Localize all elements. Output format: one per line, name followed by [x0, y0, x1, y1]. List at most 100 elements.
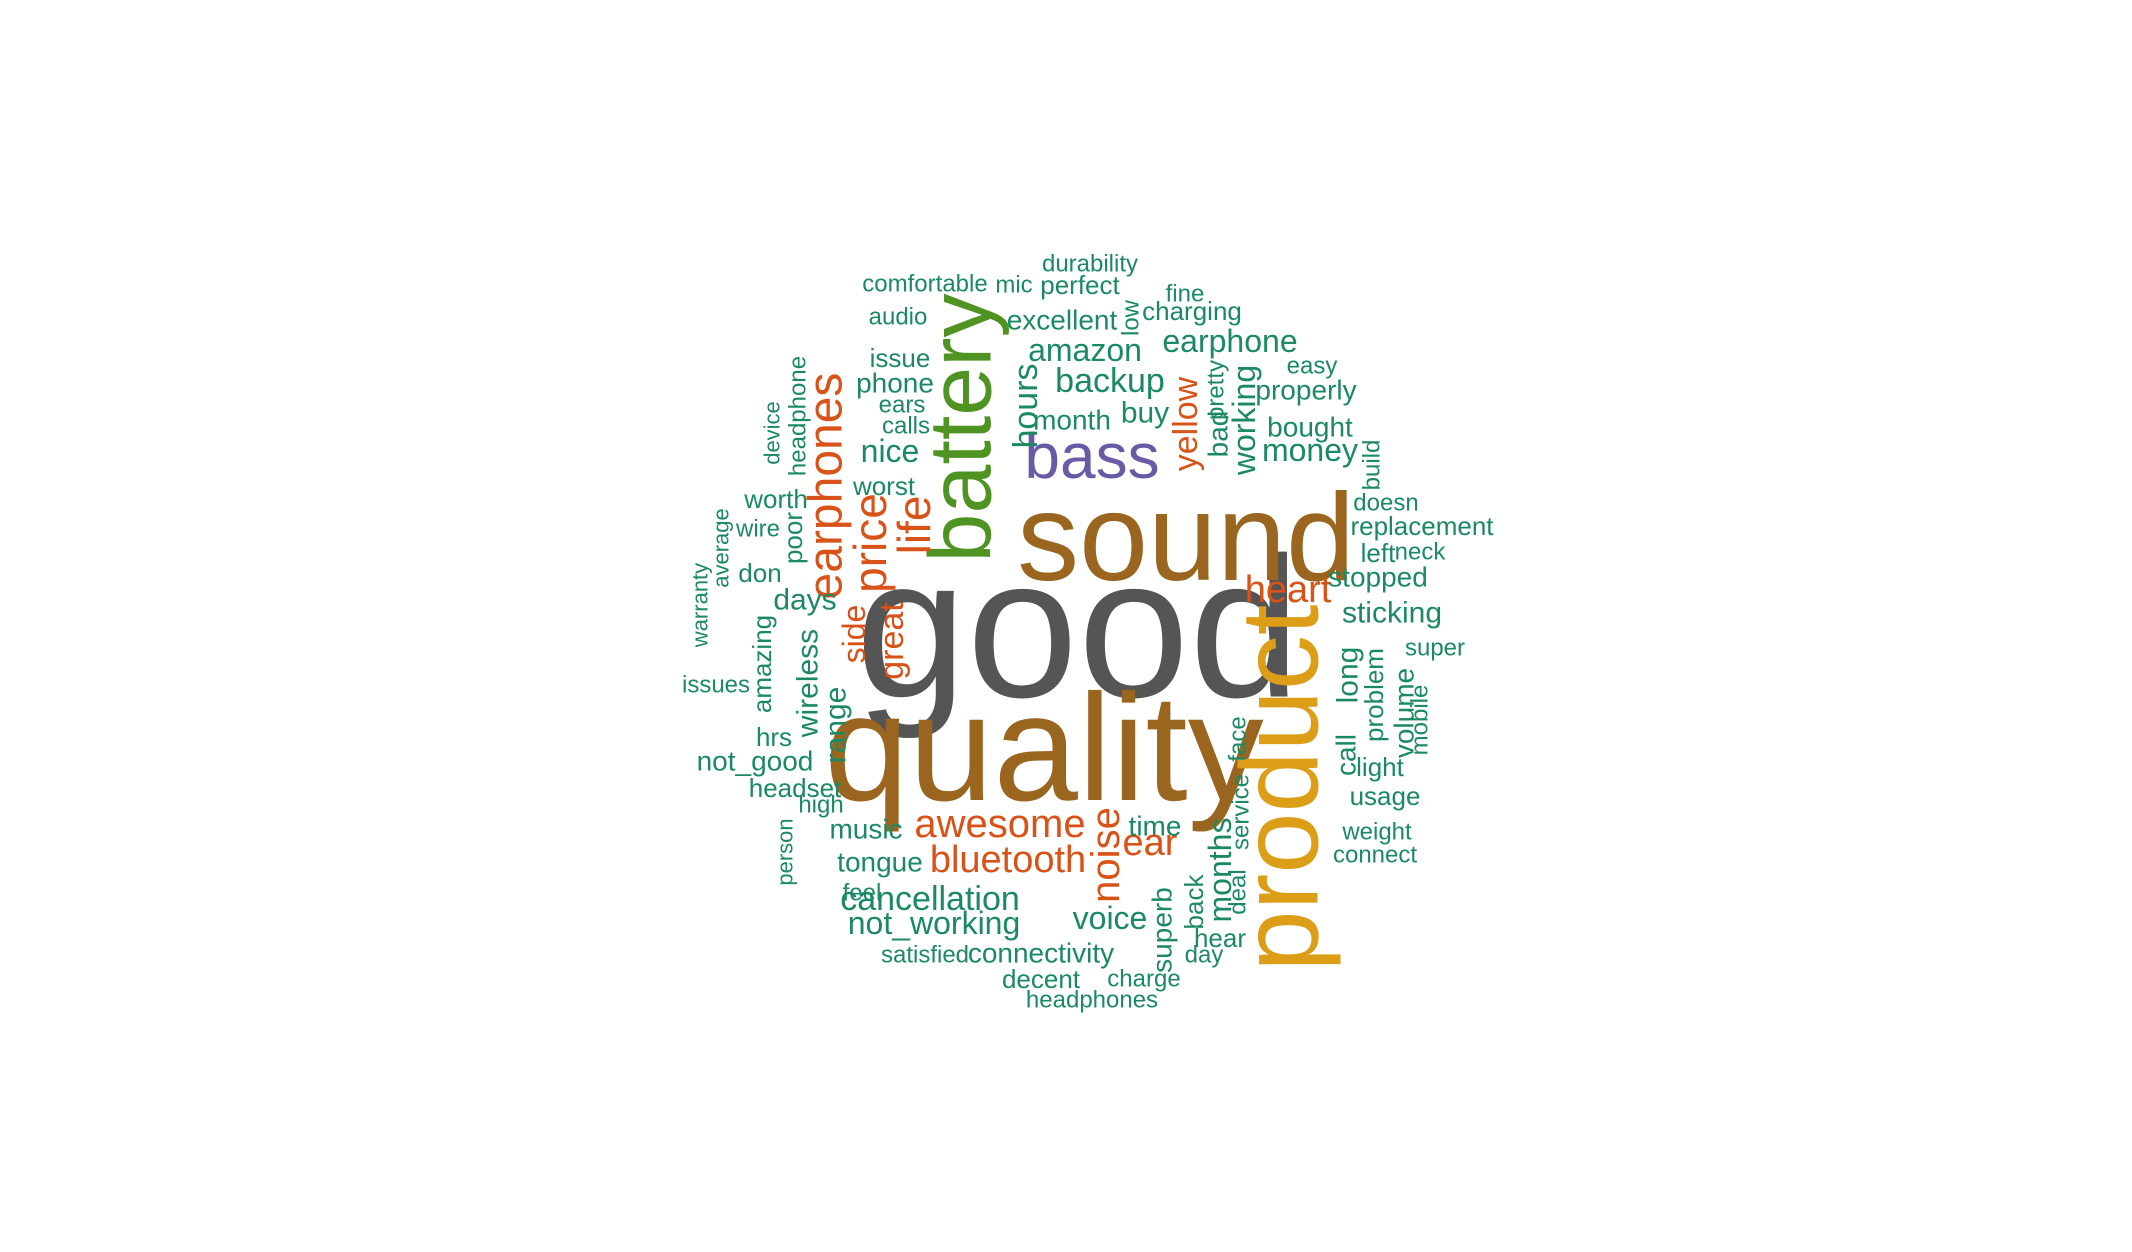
- word-warranty: warranty: [688, 563, 713, 648]
- word-bluetooth: bluetooth: [930, 839, 1086, 881]
- word-fine: fine: [1166, 281, 1205, 308]
- word-charging: charging: [1142, 296, 1242, 326]
- word-high: high: [798, 792, 843, 819]
- word-durability: durability: [1042, 251, 1138, 278]
- word-cancellation: cancellation: [840, 880, 1020, 918]
- word-properly: properly: [1255, 375, 1356, 406]
- word-super: super: [1405, 635, 1465, 662]
- word-calls: calls: [882, 413, 930, 440]
- word-bass: bass: [1024, 420, 1159, 492]
- word-life: life: [888, 496, 940, 555]
- word-perfect: perfect: [1040, 270, 1120, 300]
- word-back: back: [1179, 874, 1209, 930]
- word-phone: phone: [856, 368, 934, 399]
- word-sound: sound: [1017, 469, 1355, 607]
- word-bought: bought: [1267, 412, 1353, 443]
- word-battery: battery: [911, 293, 1010, 562]
- word-excellent: excellent: [1007, 305, 1118, 336]
- word-heart: heart: [1245, 569, 1332, 611]
- word-nice: nice: [861, 433, 920, 469]
- word-average: average: [709, 508, 734, 588]
- word-volume: volume: [1389, 668, 1420, 758]
- word-time: time: [1129, 811, 1182, 842]
- word-days: days: [773, 584, 836, 617]
- word-face: face: [1225, 716, 1252, 761]
- word-superb: superb: [1147, 887, 1178, 973]
- word-device: device: [760, 401, 785, 465]
- word-tongue: tongue: [837, 847, 923, 878]
- word-mic: mic: [995, 272, 1032, 299]
- word-issues: issues: [682, 672, 750, 699]
- word-earphone: earphone: [1162, 323, 1297, 359]
- word-bad: bad: [1203, 411, 1234, 458]
- word-issue: issue: [870, 343, 931, 373]
- word-earphones: earphones: [800, 373, 853, 600]
- word-mobile: mobile: [1407, 685, 1434, 756]
- word-money: money: [1262, 432, 1358, 468]
- word-worst: worst: [852, 471, 916, 501]
- word-headphones: headphones: [1026, 987, 1158, 1014]
- word-weight: weight: [1341, 819, 1412, 846]
- word-headset: headset: [749, 773, 842, 803]
- word-range: range: [820, 687, 853, 764]
- word-working: working: [1226, 365, 1262, 476]
- word-satisfied: satisfied: [881, 942, 969, 969]
- word-replacement: replacement: [1350, 511, 1494, 541]
- word-day: day: [1185, 942, 1224, 969]
- word-amazing: amazing: [747, 615, 777, 713]
- word-deal: deal: [1225, 869, 1252, 914]
- word-service: service: [1228, 774, 1255, 850]
- word-connectivity: connectivity: [968, 938, 1114, 969]
- word-don: don: [738, 558, 781, 588]
- word-product: product: [1219, 605, 1342, 972]
- word-worth: worth: [743, 484, 808, 514]
- word-buy: buy: [1121, 397, 1169, 430]
- word-easy: easy: [1287, 353, 1338, 380]
- word-doesn: doesn: [1353, 490, 1418, 517]
- word-comfortable: comfortable: [862, 271, 987, 298]
- word-poor: poor: [778, 512, 808, 564]
- word-usage: usage: [1350, 781, 1421, 811]
- word-noise: noise: [1084, 807, 1128, 903]
- word-great: great: [873, 602, 911, 680]
- word-low: low: [1118, 299, 1145, 336]
- word-voice: voice: [1073, 900, 1148, 936]
- word-music: music: [829, 814, 902, 845]
- word-quality: quality: [824, 663, 1263, 833]
- word-sticking: sticking: [1342, 597, 1442, 630]
- word-audio: audio: [869, 304, 928, 331]
- word-wire: wire: [735, 516, 780, 543]
- word-call: call: [1331, 734, 1362, 776]
- word-connect: connect: [1333, 842, 1417, 869]
- word-month: month: [1033, 405, 1111, 436]
- word-not-working: not_working: [848, 905, 1021, 941]
- word-decent: decent: [1002, 964, 1081, 994]
- word-side: side: [836, 605, 872, 664]
- word-feel: feel: [843, 880, 882, 907]
- word-build: build: [1359, 440, 1386, 491]
- word-person: person: [773, 818, 798, 885]
- word-left: left: [1361, 538, 1396, 568]
- word-amazon: amazon: [1028, 332, 1142, 368]
- word-headphone: headphone: [785, 356, 812, 476]
- word-neck: neck: [1395, 539, 1447, 566]
- word-long: long: [1332, 647, 1365, 704]
- word-months: months: [1202, 818, 1238, 923]
- word-awesome: awesome: [914, 802, 1085, 846]
- word-hrs: hrs: [756, 722, 792, 752]
- word-charge: charge: [1107, 966, 1180, 993]
- word-ears: ears: [879, 392, 926, 419]
- word-good: good: [856, 517, 1301, 740]
- word-light: light: [1356, 752, 1404, 782]
- word-hours: hours: [1007, 363, 1045, 448]
- word-stopped: stopped: [1328, 562, 1428, 593]
- word-pretty: pretty: [1203, 360, 1230, 420]
- word-ear: ear: [1123, 822, 1178, 864]
- word-yellow: yellow: [1167, 376, 1205, 471]
- word-not-good: not_good: [697, 746, 814, 777]
- word-price: price: [844, 493, 896, 593]
- word-wireless: wireless: [792, 629, 825, 738]
- word-hear: hear: [1194, 923, 1246, 953]
- word-problem: problem: [1359, 648, 1389, 742]
